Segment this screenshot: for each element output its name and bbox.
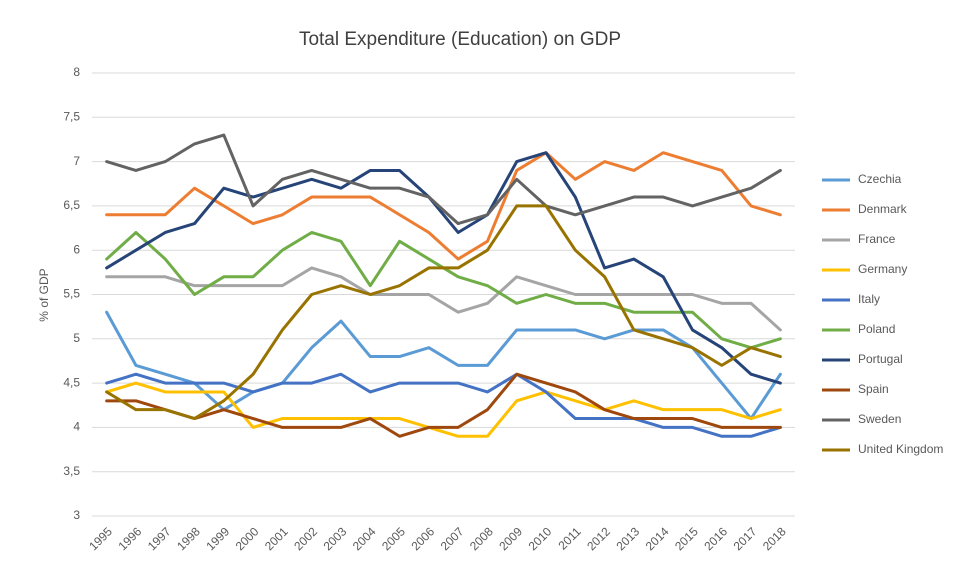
series-line <box>105 151 782 385</box>
legend-label: Denmark <box>858 202 908 216</box>
legend-label: Sweden <box>858 412 901 426</box>
legend-label: United Kingdom <box>858 442 943 456</box>
y-tick-label: 7 <box>73 154 80 168</box>
y-tick-label: 6,5 <box>63 198 80 212</box>
y-tick-label: 8 <box>73 65 80 79</box>
y-tick-label: 7,5 <box>63 109 80 123</box>
legend-label: Spain <box>858 382 889 396</box>
series-line <box>105 266 782 332</box>
y-tick-label: 6 <box>73 242 80 256</box>
series-line <box>105 372 782 438</box>
y-tick-label: 4,5 <box>63 375 80 389</box>
legend-label: Italy <box>858 292 880 306</box>
y-tick-label: 5 <box>73 331 80 345</box>
y-tick-label: 4 <box>73 420 80 434</box>
legend-label: Germany <box>858 262 907 276</box>
series-line <box>105 151 782 261</box>
series-line <box>105 204 782 421</box>
y-tick-label: 5,5 <box>63 287 80 301</box>
series-line <box>105 372 782 438</box>
chart-title: Total Expenditure (Education) on GDP <box>299 29 621 50</box>
series-line <box>105 133 782 226</box>
y-tick-label: 3,5 <box>63 464 80 478</box>
y-tick-label: 3 <box>73 508 80 522</box>
series-line <box>105 381 782 438</box>
legend-label: Poland <box>858 322 895 336</box>
legend-label: Portugal <box>858 352 903 366</box>
legend-label: France <box>858 232 896 246</box>
y-axis-label: % of GDP <box>37 268 51 321</box>
legend-label: Czechia <box>858 172 902 186</box>
